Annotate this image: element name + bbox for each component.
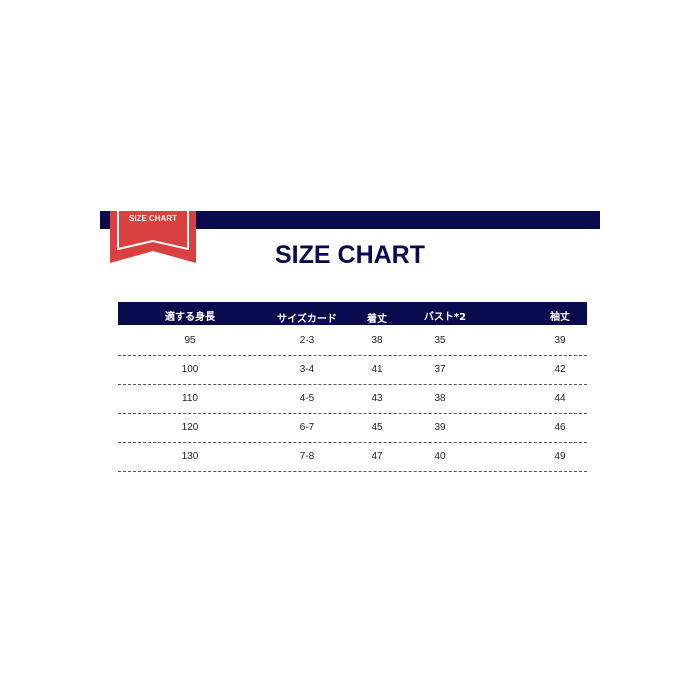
header-length: 着丈 — [367, 314, 387, 325]
table-cell: 47 — [371, 451, 383, 462]
table-cell: 40 — [434, 451, 446, 462]
table-cell: 38 — [371, 335, 383, 346]
table-cell: 41 — [371, 364, 383, 375]
table-row: 100 3-4 41 37 42 — [118, 355, 587, 385]
table-cell: 95 — [184, 335, 196, 346]
table-cell: 2-3 — [299, 335, 315, 346]
table-row: 110 4-5 43 38 44 — [118, 384, 587, 414]
table-row: 120 6-7 45 39 46 — [118, 413, 587, 443]
table-cell: 38 — [434, 393, 446, 404]
header-sleeve: 袖丈 — [550, 312, 570, 323]
banner-bar — [100, 211, 600, 229]
table-header: 適する身長 サイズカード 着丈 バスト*2 袖丈 — [118, 302, 587, 325]
table-cell: 39 — [434, 422, 446, 433]
table-cell: 44 — [554, 393, 566, 404]
table-cell: 46 — [554, 422, 566, 433]
table-cell: 120 — [181, 422, 199, 433]
table-cell: 45 — [371, 422, 383, 433]
header-bust: バスト*2 — [423, 312, 467, 323]
table-cell: 37 — [434, 364, 446, 375]
header-size: サイズカード — [277, 314, 337, 325]
table-row: 95 2-3 38 35 39 — [118, 326, 587, 356]
ribbon-badge — [110, 211, 196, 263]
table-cell: 6-7 — [299, 422, 315, 433]
table-cell: 100 — [181, 364, 199, 375]
table-cell: 43 — [371, 393, 383, 404]
table-cell: 7-8 — [299, 451, 315, 462]
table-cell: 4-5 — [299, 393, 315, 404]
table-cell: 130 — [181, 451, 199, 462]
table-cell: 35 — [434, 335, 446, 346]
table-cell: 42 — [554, 364, 566, 375]
table-cell: 110 — [182, 393, 198, 404]
table-cell: 49 — [554, 451, 566, 462]
page-title: SIZE CHART — [275, 241, 425, 269]
ribbon-label: SIZE CHART — [129, 214, 177, 223]
table-row: 130 7-8 47 40 49 — [118, 442, 587, 472]
header-height: 適する身長 — [165, 312, 215, 323]
table-cell: 39 — [554, 335, 566, 346]
table-cell: 3-4 — [299, 364, 315, 375]
